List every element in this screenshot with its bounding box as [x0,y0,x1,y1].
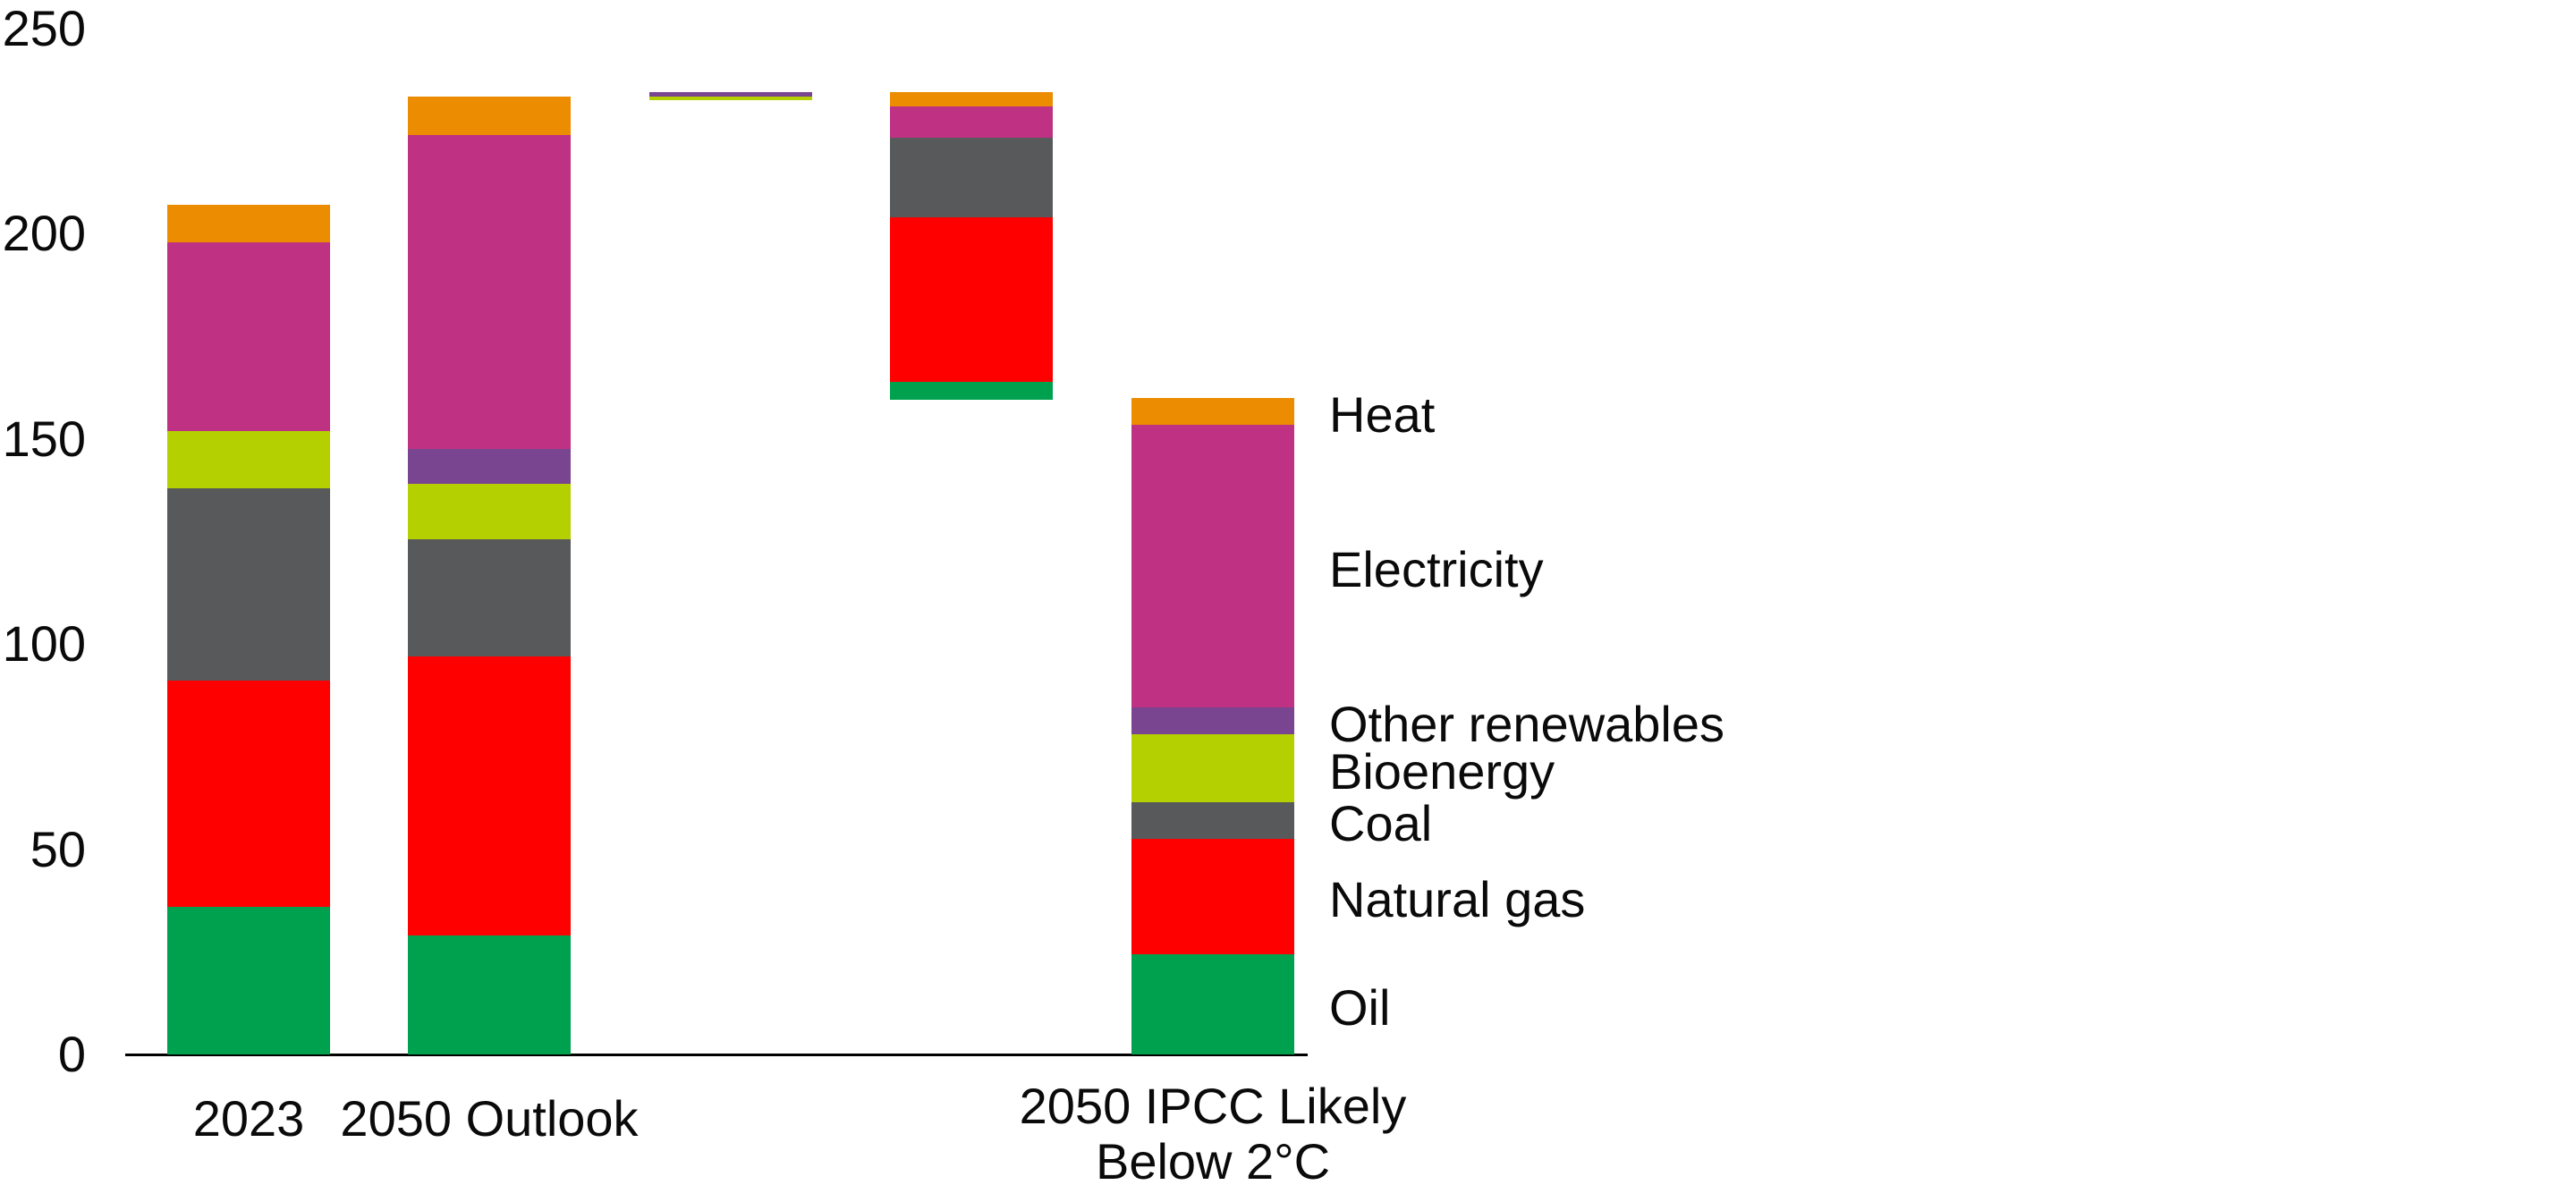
bar-segment-other-renewables [1131,707,1294,735]
legend-label-bioenergy: Bioenergy [1329,742,1555,800]
bar-segment-coal [890,137,1053,218]
y-tick-label: 250 [2,0,86,56]
bar-segment-bioenergy [408,484,571,540]
legend-label-heat: Heat [1329,385,1436,443]
bar-segment-bioenergy [649,96,812,101]
bar-segment-bioenergy [1131,734,1294,802]
y-tick-label: 0 [57,1026,86,1082]
y-tick-label: 50 [30,820,86,877]
legend-label-other-renewables: Other renewables [1329,696,1725,753]
bar-segment-electricity [167,241,330,431]
bar-segment-coal [1131,801,1294,840]
bar-segment-oil [408,935,571,1054]
bar-segment-natural-gas [1131,839,1294,954]
bar-segment-other-renewables [649,92,812,97]
bar-segment-oil [890,381,1053,401]
bar-segment-other-renewables [408,449,571,485]
bar-segment-electricity [408,135,571,450]
bar-segment-oil [1131,953,1294,1054]
bar-segment-heat [890,92,1053,107]
x-axis-line [125,1054,1308,1056]
bar-segment-oil [167,906,330,1054]
legend-label-coal: Coal [1329,795,1433,852]
legend-label-natural-gas: Natural gas [1329,871,1586,928]
x-axis-label: 2050 IPCC Likely Below 2°C [1019,1078,1407,1185]
bar-segment-natural-gas [167,681,330,907]
bar-segment-natural-gas [890,217,1053,382]
bar-segment-heat [408,96,571,136]
x-axis-label: 2023 [192,1090,305,1147]
bar-segment-coal [167,487,330,681]
legend-label-electricity: Electricity [1329,541,1544,598]
bar-segment-heat [1131,397,1294,425]
bar-segment-bioenergy [167,430,330,488]
bar-segment-electricity [890,106,1053,138]
bar-segment-natural-gas [408,656,571,935]
legend-label-oil: Oil [1329,978,1391,1036]
bar-segment-heat [167,205,330,242]
bar-segment-electricity [1131,424,1294,708]
y-tick-label: 100 [2,615,86,673]
x-axis-label: 2050 Outlook [340,1090,639,1147]
bar-segment-coal [408,539,571,656]
y-tick-label: 200 [2,205,86,262]
y-tick-label: 150 [2,410,86,467]
